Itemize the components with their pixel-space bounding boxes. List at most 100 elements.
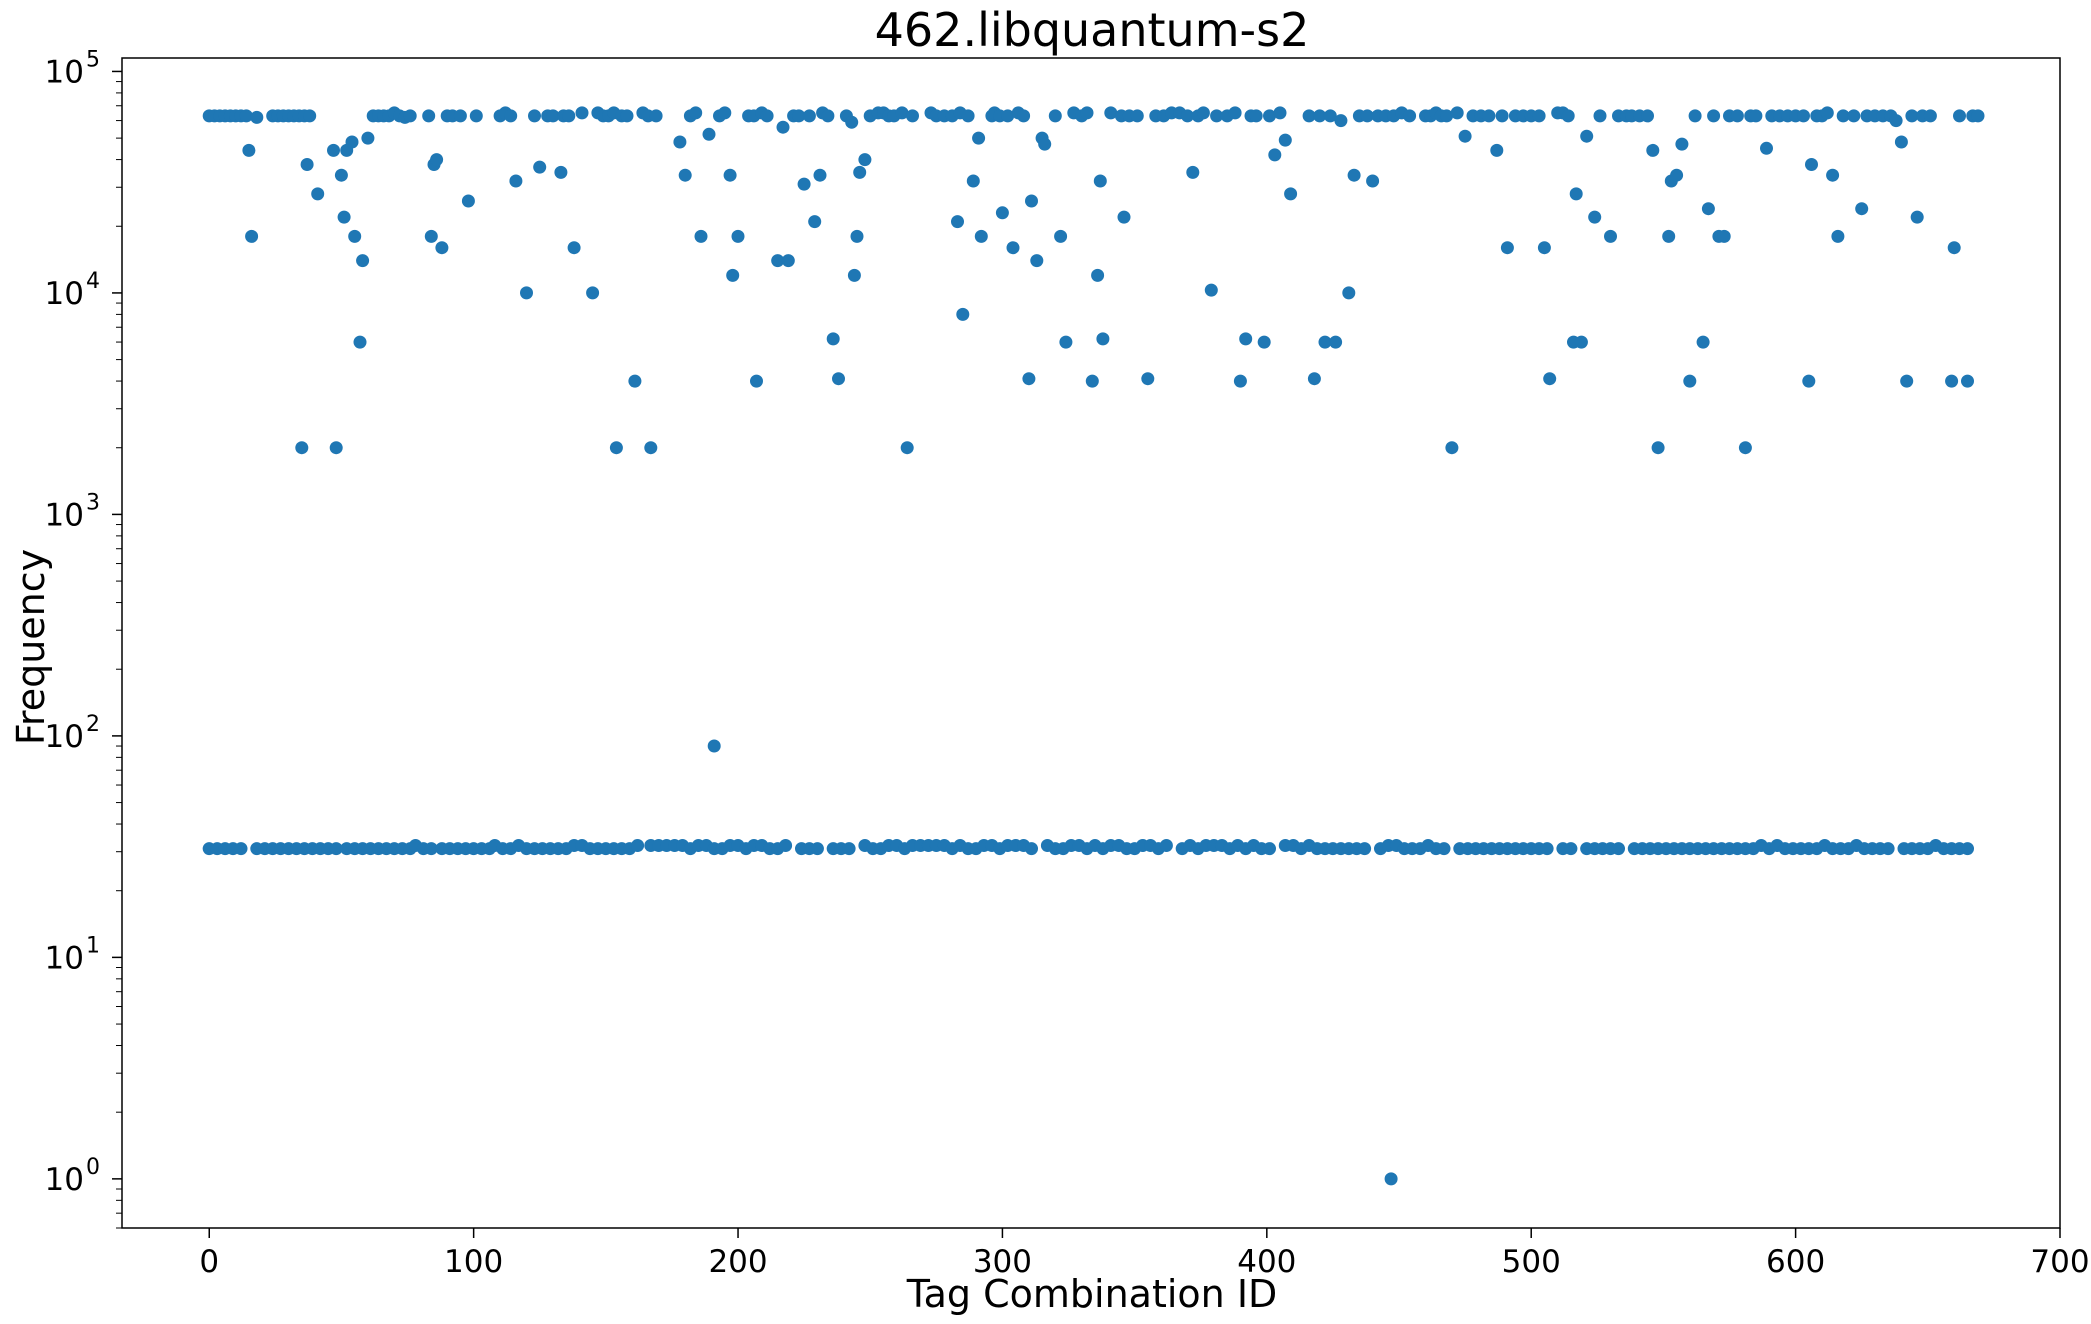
data-point [895, 106, 909, 120]
data-point [956, 307, 970, 321]
data-point [1038, 137, 1052, 151]
data-point [1025, 194, 1038, 208]
data-point [1273, 106, 1287, 120]
data-point [1001, 109, 1015, 123]
data-point [1186, 165, 1200, 179]
data-point [1006, 241, 1020, 255]
data-point [1574, 335, 1588, 349]
data-point [1022, 372, 1036, 386]
data-point [853, 165, 867, 179]
data-point [858, 153, 872, 167]
data-point [1263, 842, 1276, 856]
y-tick-exponent: 3 [86, 490, 100, 515]
data-point [631, 839, 645, 852]
data-point [760, 109, 774, 123]
data-point [1358, 842, 1372, 856]
data-point [771, 254, 785, 268]
data-point [792, 109, 806, 123]
data-point [781, 254, 795, 268]
data-point [1313, 109, 1327, 123]
data-point [1855, 202, 1869, 216]
data-point [826, 332, 840, 346]
data-point [1342, 286, 1356, 300]
data-point [673, 135, 687, 149]
data-point [575, 106, 589, 120]
data-point [702, 127, 716, 141]
data-point [1797, 109, 1810, 123]
data-point [295, 441, 309, 455]
data-point [1564, 842, 1578, 856]
data-point [554, 165, 568, 179]
data-point [361, 131, 375, 145]
data-point [1805, 158, 1818, 171]
data-point [1760, 141, 1773, 155]
data-point [900, 441, 914, 455]
x-tick-label: 600 [1766, 1244, 1825, 1280]
x-tick-label: 400 [1237, 1244, 1296, 1280]
data-point [1889, 114, 1903, 128]
data-point [1233, 374, 1247, 388]
data-point [1953, 109, 1966, 123]
data-point [1458, 129, 1472, 143]
data-point [562, 109, 576, 123]
data-point [1820, 106, 1834, 120]
data-point [461, 194, 475, 208]
data-point [1540, 842, 1554, 856]
x-tick-label: 500 [1502, 1244, 1561, 1280]
data-point [620, 109, 634, 123]
data-point [1329, 335, 1343, 349]
data-point [1228, 106, 1242, 120]
data-point [1900, 374, 1914, 388]
data-point [1836, 109, 1850, 123]
data-point [1085, 374, 1099, 388]
plot-frame [121, 57, 2061, 1229]
data-point [1749, 109, 1763, 123]
data-point [1881, 842, 1895, 856]
data-point [718, 106, 732, 120]
data-point [1360, 109, 1374, 123]
data-point [821, 109, 835, 123]
data-point [906, 109, 919, 123]
data-point [1500, 241, 1514, 255]
data-point [1196, 106, 1210, 120]
data-point [1104, 106, 1118, 120]
data-point [1347, 168, 1361, 182]
y-tick-exponent: 1 [86, 933, 100, 958]
data-point [1701, 202, 1715, 216]
data-point [334, 168, 348, 182]
data-point [239, 109, 253, 123]
data-point [1450, 106, 1464, 120]
data-point [1802, 374, 1816, 388]
data-point [234, 842, 248, 856]
data-point [1181, 109, 1194, 123]
data-point [850, 229, 864, 243]
data-point [422, 109, 436, 123]
data-point [435, 241, 449, 255]
y-tick-label: 10 [45, 54, 84, 90]
data-point [1130, 109, 1144, 123]
x-tick-label: 300 [973, 1244, 1032, 1280]
data-point [974, 229, 988, 243]
data-point [707, 739, 721, 753]
y-tick-exponent: 0 [86, 1155, 100, 1180]
data-point [1670, 168, 1684, 182]
data-point [1384, 1172, 1398, 1186]
data-point [1612, 842, 1625, 856]
data-point [1569, 187, 1583, 201]
data-point [649, 109, 663, 123]
data-point [1490, 143, 1504, 157]
data-point [1302, 109, 1316, 123]
y-tick-label: 10 [45, 1162, 84, 1198]
data-point [609, 441, 623, 455]
data-point [1239, 332, 1253, 346]
x-axis-label: Tag Combination ID [906, 1272, 1278, 1316]
data-point [586, 286, 600, 300]
data-point [813, 168, 827, 182]
data-point [723, 168, 737, 182]
data-point [345, 135, 359, 149]
data-point [1323, 109, 1337, 123]
data-point [528, 109, 541, 123]
data-point [776, 120, 790, 134]
data-point [1030, 254, 1044, 268]
data-point [1593, 109, 1607, 123]
